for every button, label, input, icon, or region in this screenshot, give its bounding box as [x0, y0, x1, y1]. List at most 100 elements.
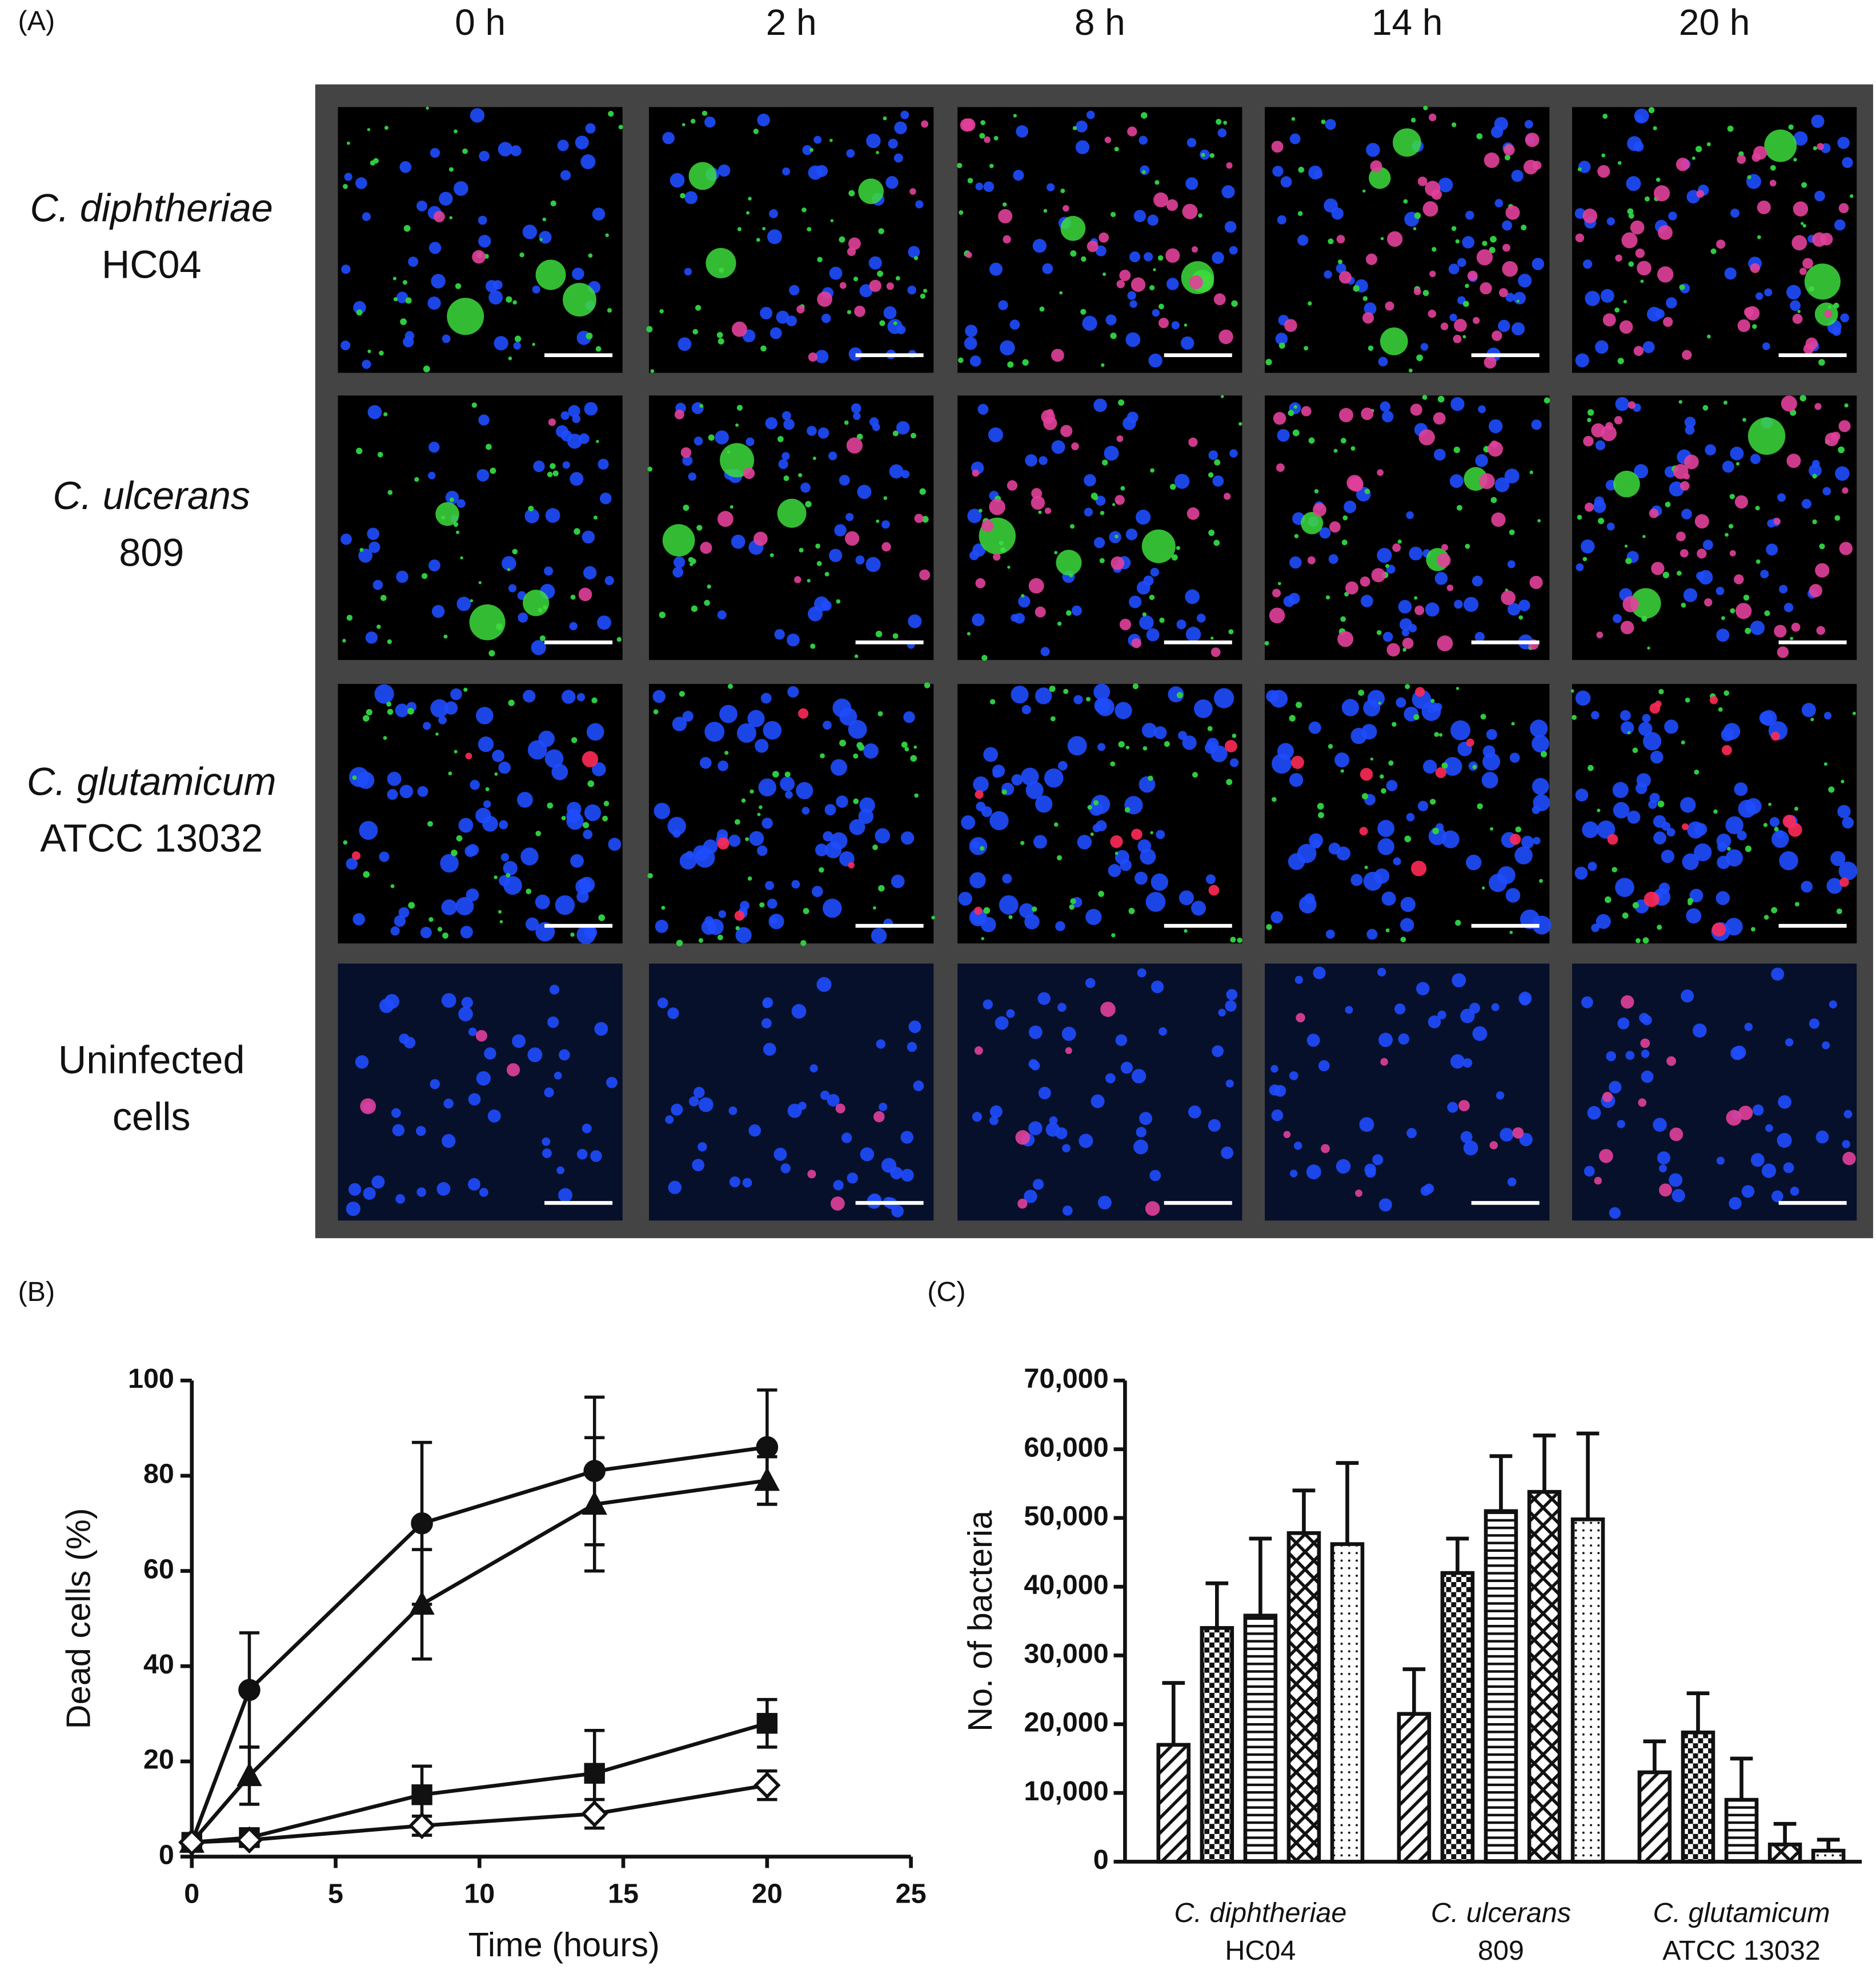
- nucleus: [1386, 780, 1398, 791]
- nucleus: [865, 556, 881, 572]
- nucleus: [1108, 864, 1121, 878]
- bacteria: [735, 423, 739, 427]
- micrograph: [649, 107, 934, 373]
- nucleus: [1428, 1015, 1441, 1028]
- bacteria: [1115, 534, 1119, 539]
- dead-cell: [1003, 235, 1011, 244]
- bacteria: [356, 309, 363, 316]
- dead-cell: [1208, 884, 1220, 896]
- dead-cell: [1060, 425, 1073, 437]
- bacteria: [618, 125, 623, 130]
- nucleus: [763, 720, 782, 740]
- nucleus: [1377, 967, 1386, 977]
- bacteria: [1325, 595, 1330, 600]
- nucleus: [1149, 1170, 1161, 1182]
- nucleus: [384, 994, 400, 1009]
- nucleus: [1596, 914, 1611, 929]
- bacteria: [408, 902, 415, 909]
- dead-cell: [1709, 696, 1718, 704]
- bacteria: [1438, 733, 1443, 737]
- nucleus: [1838, 862, 1858, 880]
- nucleus: [340, 341, 351, 351]
- bacteria: [508, 699, 515, 706]
- bacteria: [1665, 502, 1671, 507]
- nucleus: [1382, 410, 1394, 423]
- nucleus: [1438, 177, 1453, 193]
- nucleus: [988, 427, 1003, 443]
- nucleus: [692, 1159, 705, 1172]
- dead-cell: [1158, 318, 1169, 329]
- dead-cell: [1675, 157, 1690, 171]
- nucleus: [1716, 1156, 1725, 1165]
- nucleus: [598, 458, 609, 470]
- dead-cell: [1637, 261, 1651, 276]
- dead-cell: [881, 542, 891, 552]
- nucleus: [1837, 137, 1850, 149]
- bacteria: [1625, 558, 1632, 564]
- nucleus: [977, 403, 989, 415]
- bacteria: [1763, 915, 1769, 920]
- nucleus: [562, 690, 576, 704]
- bacteria: [1788, 124, 1794, 130]
- dead-cell: [700, 542, 712, 554]
- dead-cell: [1166, 199, 1178, 211]
- bacteria: [1472, 764, 1477, 770]
- nucleus: [518, 612, 528, 623]
- bacteria: [1818, 359, 1825, 366]
- nucleus: [1019, 903, 1035, 919]
- dead-cell: [1838, 420, 1851, 433]
- dead-cell: [974, 906, 983, 915]
- nucleus: [820, 1090, 830, 1100]
- nucleus: [1658, 882, 1670, 894]
- dead-cell: [734, 910, 745, 921]
- dead-cell: [1273, 411, 1286, 425]
- bacteria: [1819, 543, 1825, 550]
- dead-cell: [975, 578, 986, 588]
- bacteria: [400, 318, 407, 325]
- bacteria: [1658, 688, 1664, 695]
- dead-cell: [1191, 246, 1198, 253]
- nucleus: [575, 135, 589, 150]
- nucleus: [672, 567, 684, 578]
- bacteria: [528, 506, 534, 512]
- bacteria: [1100, 511, 1105, 515]
- nucleus: [346, 1202, 360, 1216]
- dead-cell: [1684, 454, 1699, 470]
- dead-cell: [1679, 548, 1689, 558]
- dead-cell: [1601, 425, 1617, 442]
- nucleus: [1785, 1038, 1794, 1047]
- bacteria: [1169, 483, 1176, 490]
- nucleus: [1734, 782, 1748, 796]
- nucleus: [1790, 1187, 1799, 1196]
- nucleus: [1533, 836, 1541, 845]
- nucleus: [967, 508, 982, 523]
- nucleus: [1374, 868, 1390, 884]
- nucleus: [1032, 1179, 1044, 1190]
- bacteria: [853, 277, 859, 282]
- dead-cell: [1694, 514, 1709, 528]
- dead-cell: [1498, 288, 1508, 298]
- nucleus: [1593, 500, 1606, 513]
- nucleus: [387, 771, 402, 786]
- bacteria: [848, 190, 855, 197]
- dead-cell: [1043, 416, 1057, 430]
- bacteria: [1706, 334, 1711, 339]
- bacteria: [1223, 121, 1228, 125]
- bacteria: [1577, 167, 1582, 171]
- bacteria: [1110, 333, 1117, 339]
- dead-cell: [1110, 835, 1123, 848]
- bacteria: [1128, 908, 1135, 914]
- bacteria: [777, 436, 784, 442]
- bacteria: [1414, 212, 1421, 219]
- nucleus: [372, 579, 383, 590]
- bacteria: [593, 515, 598, 520]
- nucleus: [1071, 605, 1082, 616]
- dead-cell: [1815, 563, 1830, 578]
- x-tick-label: 15: [608, 1879, 639, 1909]
- column-header: 8 h: [1075, 2, 1125, 43]
- bacteria-cluster: [535, 259, 566, 290]
- dead-cell: [1349, 477, 1364, 492]
- dead-cell: [1696, 190, 1705, 198]
- nucleus: [555, 895, 575, 915]
- bacteria: [883, 116, 887, 121]
